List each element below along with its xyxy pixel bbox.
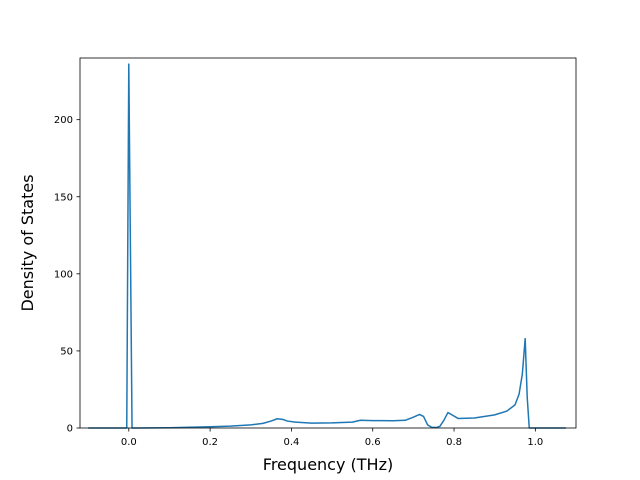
plot-frame [79,57,577,429]
y-tick-label: 0 [67,424,73,435]
x-tick-label: 0.2 [202,437,218,448]
x-tick-label: 0.0 [121,437,137,448]
x-axis-ticks: 0.0 0.2 0.4 0.6 0.8 1.0 [121,428,543,448]
y-axis-label: Density of States [18,174,37,311]
y-tick-label: 100 [54,269,73,280]
x-tick-label: 0.8 [446,437,462,448]
series-layer [88,63,566,429]
y-axis-ticks: 0 50 100 150 200 [54,115,80,435]
x-tick-label: 0.6 [365,437,381,448]
y-tick-label: 50 [60,346,73,357]
x-axis-label: Frequency (THz) [263,455,393,474]
dos-series-line [88,63,566,429]
x-tick-label: 0.4 [283,437,299,448]
x-tick-label: 1.0 [527,437,543,448]
y-tick-label: 200 [54,115,73,126]
y-tick-label: 150 [54,192,73,203]
